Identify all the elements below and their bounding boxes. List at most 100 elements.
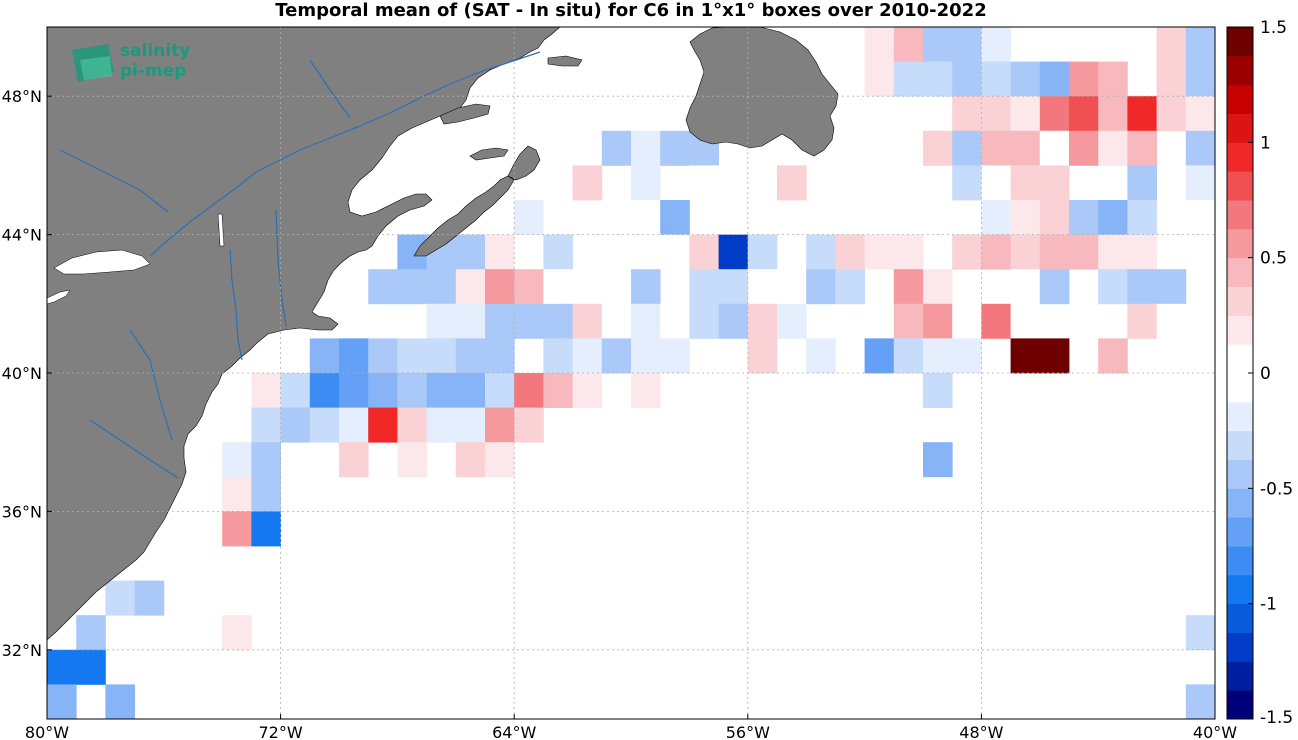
x-tick-label: 40°W xyxy=(1193,723,1237,740)
heatmap-cell xyxy=(689,269,719,305)
heatmap-cell xyxy=(47,649,77,685)
heatmap-cell xyxy=(923,373,953,408)
heatmap-cell xyxy=(514,269,544,305)
heatmap-cell xyxy=(572,303,603,339)
land-nova-scotia xyxy=(413,175,515,257)
heatmap-cell xyxy=(514,303,544,339)
heatmap-cell xyxy=(1010,130,1041,166)
heatmap-cell xyxy=(1127,200,1157,235)
heatmap-cell xyxy=(660,130,690,166)
heatmap-cell xyxy=(1127,27,1157,62)
heatmap-cell xyxy=(251,511,281,547)
heatmap-cell xyxy=(572,165,603,201)
heatmap-cell xyxy=(1098,269,1128,305)
colorbar-segment xyxy=(1227,200,1253,230)
rivers xyxy=(59,51,541,479)
heatmap-cell xyxy=(631,303,661,339)
colorbar-tick-label: 0.5 xyxy=(1260,249,1287,269)
heatmap-cell xyxy=(893,269,924,305)
heatmap-cell xyxy=(397,269,427,305)
heatmap-cell xyxy=(426,338,457,374)
heatmap-cell xyxy=(455,442,486,478)
land-cape-breton xyxy=(507,145,541,181)
heatmap-cell xyxy=(1010,61,1041,97)
heatmap-cell xyxy=(543,234,573,270)
y-tick-label: 44°N xyxy=(2,226,42,245)
heatmap-cell xyxy=(1127,234,1157,270)
heatmap-cell xyxy=(1156,61,1187,97)
lake-erie xyxy=(47,289,71,305)
heatmap-cell xyxy=(543,303,573,339)
heatmap-cell xyxy=(397,338,427,374)
heatmap-cell xyxy=(368,269,398,305)
heatmap-cell xyxy=(309,407,340,443)
colorbar-tick-label: -1.5 xyxy=(1260,708,1293,728)
heatmap-cell xyxy=(718,303,749,339)
y-tick-label: 40°N xyxy=(2,364,42,383)
heatmap-cell xyxy=(660,338,690,374)
land-north-america xyxy=(47,27,561,641)
logo-mark-shade-icon xyxy=(80,56,112,80)
heatmap-cell xyxy=(105,580,135,616)
heatmap-cell xyxy=(1185,27,1215,62)
logo-line2: pi-mep xyxy=(120,61,186,81)
heatmap-cell xyxy=(777,269,807,305)
heatmap-cell xyxy=(1127,130,1157,166)
colorbar-segment xyxy=(1227,84,1253,114)
y-tick-label: 32°N xyxy=(2,641,42,660)
heatmap-cell xyxy=(76,615,106,651)
heatmap-cell xyxy=(689,234,719,270)
colorbar-segment xyxy=(1227,430,1253,460)
heatmap-cell xyxy=(1039,234,1070,270)
heatmap-cell xyxy=(397,373,427,408)
heatmap-cell xyxy=(660,303,690,339)
colorbar-segment xyxy=(1227,632,1253,662)
heatmap-cell xyxy=(893,27,924,62)
heatmap-cell xyxy=(631,269,661,305)
heatmap-cell xyxy=(1039,130,1070,166)
heatmap-cell xyxy=(1039,200,1070,235)
colorbar-segment xyxy=(1227,142,1253,172)
heatmap-cell xyxy=(193,546,223,581)
heatmap-cell xyxy=(134,580,165,616)
heatmap-cell xyxy=(1069,234,1099,270)
river-potomac xyxy=(89,419,179,479)
heatmap-cell xyxy=(485,303,515,339)
x-tick-label: 80°W xyxy=(25,723,69,740)
heatmap-cell xyxy=(1010,165,1041,201)
heatmap-cell xyxy=(835,61,865,97)
heatmap-cell xyxy=(952,27,982,62)
heatmap-cell xyxy=(455,269,486,305)
heatmap-cell xyxy=(455,303,486,339)
heatmap-cell xyxy=(601,303,632,339)
heatmap-cell xyxy=(1039,338,1070,374)
heatmap-cell xyxy=(426,303,457,339)
land-pei xyxy=(469,147,509,161)
heatmap-cell xyxy=(981,200,1011,235)
heatmap-cell xyxy=(543,373,573,408)
heatmap-cell xyxy=(368,373,398,408)
heatmap-cell xyxy=(1069,200,1099,235)
heatmap-cell xyxy=(1039,269,1070,305)
heatmap-cell xyxy=(981,130,1011,166)
heatmap-cell xyxy=(222,511,252,547)
colorbar xyxy=(1227,27,1253,720)
colorbar-tick-label: 1 xyxy=(1260,133,1271,153)
heatmap-cell xyxy=(543,269,573,305)
heatmap-cell xyxy=(1010,96,1041,132)
colorbar-tick-label: -1 xyxy=(1260,595,1277,615)
heatmap-cell xyxy=(485,338,515,374)
heatmap-cell xyxy=(193,615,223,651)
heatmap-cell xyxy=(514,407,544,443)
x-tick-label: 56°W xyxy=(726,723,770,740)
heatmap-cell xyxy=(280,407,311,443)
heatmap-cell xyxy=(339,338,369,374)
heatmap-cell xyxy=(1098,338,1128,374)
heatmap-cell xyxy=(543,200,573,235)
heatmap-cell xyxy=(514,373,544,408)
heatmap-cell xyxy=(718,234,749,270)
heatmap-cell xyxy=(1185,165,1215,201)
map-title: Temporal mean of (SAT - In situ) for C6 … xyxy=(275,0,987,21)
colorbar-segment xyxy=(1227,517,1253,547)
heatmap-cell xyxy=(339,442,369,478)
